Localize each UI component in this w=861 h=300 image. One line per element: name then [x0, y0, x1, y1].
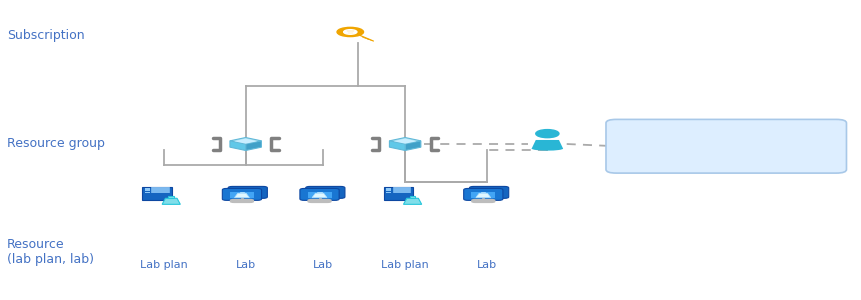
FancyBboxPatch shape: [386, 190, 391, 191]
Polygon shape: [405, 141, 420, 151]
FancyBboxPatch shape: [168, 196, 174, 198]
Polygon shape: [393, 139, 416, 144]
Text: Lab plan: Lab plan: [139, 260, 188, 269]
FancyBboxPatch shape: [145, 191, 150, 193]
Circle shape: [337, 27, 363, 37]
FancyBboxPatch shape: [317, 192, 321, 193]
FancyBboxPatch shape: [239, 192, 244, 193]
FancyBboxPatch shape: [471, 192, 495, 198]
Polygon shape: [403, 198, 421, 204]
Circle shape: [344, 30, 356, 34]
Polygon shape: [531, 140, 562, 148]
FancyBboxPatch shape: [386, 188, 391, 190]
FancyBboxPatch shape: [306, 186, 344, 198]
FancyBboxPatch shape: [480, 192, 485, 193]
FancyBboxPatch shape: [222, 188, 261, 200]
Text: Lab plan: Lab plan: [381, 260, 429, 269]
Polygon shape: [312, 193, 326, 198]
Ellipse shape: [531, 147, 562, 151]
Text: Lab Services Reader: Lab Services Reader: [666, 140, 785, 153]
Text: Resource
(lab plan, lab): Resource (lab plan, lab): [7, 238, 94, 266]
FancyBboxPatch shape: [383, 187, 413, 200]
FancyBboxPatch shape: [307, 192, 331, 198]
Text: Resource group: Resource group: [7, 137, 105, 151]
FancyBboxPatch shape: [409, 196, 415, 198]
FancyBboxPatch shape: [605, 119, 846, 173]
FancyBboxPatch shape: [469, 186, 508, 198]
FancyBboxPatch shape: [463, 188, 502, 200]
Text: Lab: Lab: [476, 260, 497, 269]
Polygon shape: [389, 137, 420, 144]
FancyBboxPatch shape: [145, 188, 150, 190]
FancyBboxPatch shape: [230, 199, 254, 203]
FancyBboxPatch shape: [228, 186, 267, 198]
Polygon shape: [475, 193, 490, 198]
Polygon shape: [245, 141, 261, 151]
FancyBboxPatch shape: [230, 192, 254, 198]
Text: Lab: Lab: [235, 260, 256, 269]
FancyBboxPatch shape: [300, 188, 338, 200]
FancyBboxPatch shape: [386, 191, 391, 193]
FancyBboxPatch shape: [142, 187, 172, 200]
Text: Lab: Lab: [313, 260, 333, 269]
Polygon shape: [234, 193, 249, 198]
Text: Subscription: Subscription: [7, 29, 84, 43]
Circle shape: [536, 130, 558, 138]
Polygon shape: [162, 198, 180, 204]
Polygon shape: [389, 141, 405, 151]
Polygon shape: [234, 139, 257, 144]
FancyBboxPatch shape: [471, 199, 495, 203]
Polygon shape: [230, 141, 245, 151]
FancyBboxPatch shape: [307, 199, 331, 203]
FancyBboxPatch shape: [145, 190, 150, 191]
Polygon shape: [230, 137, 261, 144]
